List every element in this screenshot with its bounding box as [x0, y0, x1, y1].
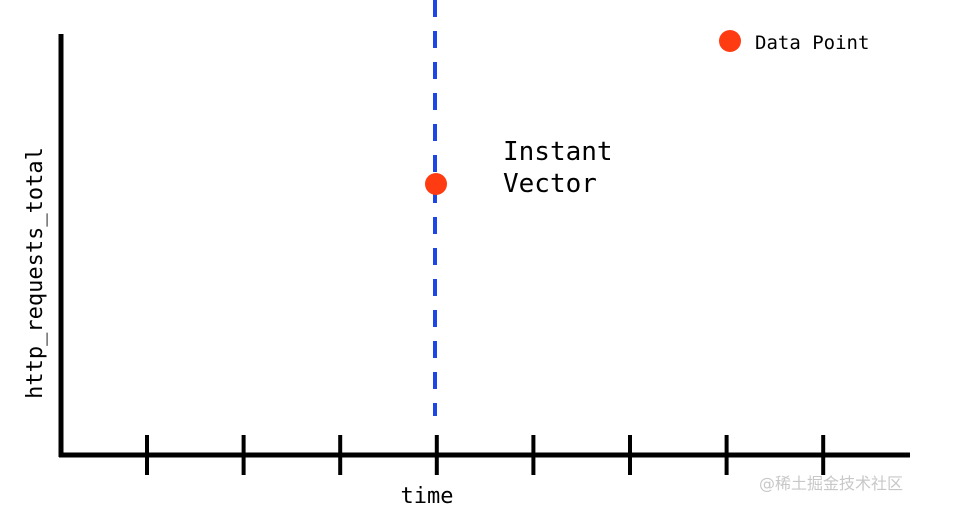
annotation-line-2: Vector: [503, 169, 597, 199]
watermark: @稀土掘金技术社区: [759, 474, 903, 493]
x-axis-ticks: [145, 435, 826, 475]
y-axis-label: http_requests_total: [23, 147, 48, 399]
legend-label: Data Point: [755, 32, 869, 54]
x-axis-label: time: [401, 484, 454, 509]
instant-data-point: [425, 173, 447, 195]
legend: Data Point: [719, 30, 869, 54]
annotation-line-1: Instant: [503, 137, 613, 167]
legend-data-point-icon: [719, 30, 741, 52]
